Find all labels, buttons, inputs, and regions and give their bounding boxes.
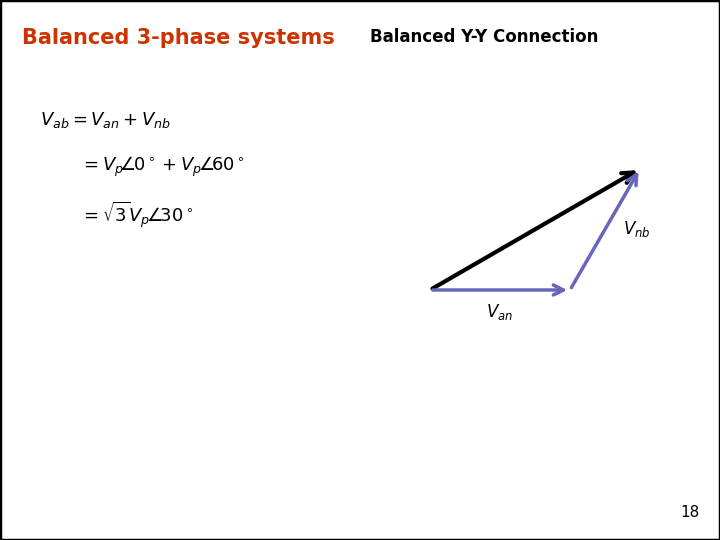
Text: 18: 18	[680, 505, 700, 520]
Text: Balanced 3-phase systems: Balanced 3-phase systems	[22, 28, 335, 48]
Text: Balanced Y-Y Connection: Balanced Y-Y Connection	[370, 28, 598, 46]
Text: $= \sqrt{3}V_p\!\angle\!30^\circ$: $= \sqrt{3}V_p\!\angle\!30^\circ$	[80, 200, 193, 230]
Text: $= V_p\!\angle\!0^\circ + V_p\!\angle\!60^\circ$: $= V_p\!\angle\!0^\circ + V_p\!\angle\!6…	[80, 155, 245, 179]
Text: $V_{an}$: $V_{an}$	[487, 302, 513, 322]
Text: $V_{nb}$: $V_{nb}$	[623, 219, 651, 239]
Text: $V_{ab} = V_{an} + V_{nb}$: $V_{ab} = V_{an} + V_{nb}$	[40, 110, 171, 130]
